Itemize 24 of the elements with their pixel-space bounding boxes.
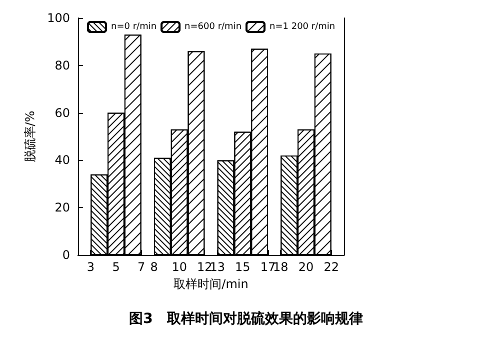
x-tick-label: 18 xyxy=(273,260,288,274)
y-tick-label: 80 xyxy=(54,58,70,72)
y-tick-label: 60 xyxy=(54,106,70,120)
x-tick-label: 3 xyxy=(86,260,94,274)
x-tick-label: 20 xyxy=(298,260,314,274)
x-tick-label: 22 xyxy=(324,260,339,274)
legend-label: n=0 r/min xyxy=(111,22,157,32)
y-axis-title: 脱硫率/% xyxy=(23,110,38,162)
x-tick-label: 5 xyxy=(112,260,120,274)
x-tick-label: 12 xyxy=(197,260,212,274)
x-tick-label: 13 xyxy=(210,260,225,274)
x-tick-label: 15 xyxy=(235,260,250,274)
x-axis-title: 取样时间/min xyxy=(174,276,248,291)
y-tick-label: 40 xyxy=(54,153,70,168)
legend-label: n=600 r/min xyxy=(184,22,242,32)
y-tick-label: 0 xyxy=(62,248,70,262)
y-tick-label: 100 xyxy=(47,11,70,25)
text: 图3 取样时间对脱硫效果的影响规律 xyxy=(129,310,363,327)
legend-label: n=1 200 r/min xyxy=(270,22,336,32)
x-tick-label: 7 xyxy=(138,260,146,274)
x-tick-label: 17 xyxy=(260,260,276,274)
y-tick-label: 20 xyxy=(54,200,70,215)
x-tick-label: 8 xyxy=(150,260,158,274)
x-tick-label: 10 xyxy=(172,260,187,274)
